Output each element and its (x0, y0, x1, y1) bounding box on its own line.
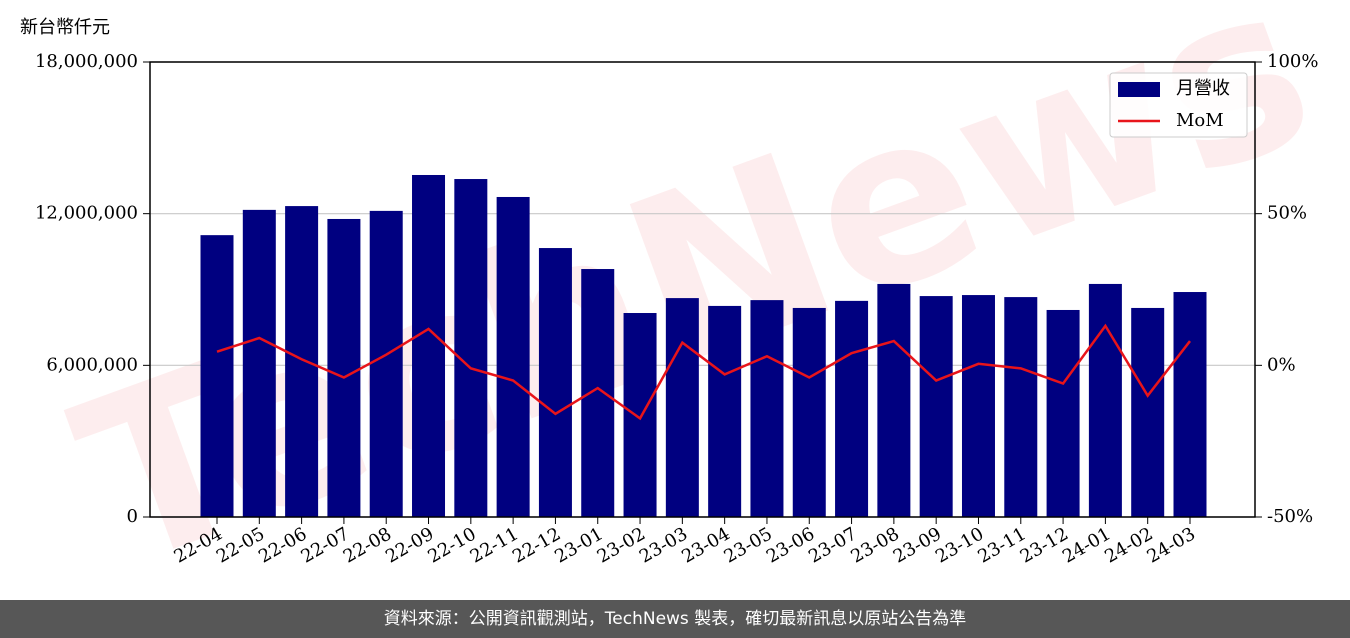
bar (750, 300, 784, 517)
plot-frame (149, 61, 1256, 518)
y-tick-label: 18,000,000 (35, 51, 138, 72)
bar (242, 209, 276, 517)
bar (496, 196, 530, 517)
y-tick-label: 6,000,000 (46, 354, 138, 375)
bar (1046, 309, 1080, 517)
bar (412, 174, 446, 517)
bar (200, 235, 234, 517)
bar (327, 218, 361, 517)
bar (877, 283, 911, 517)
x-tick-label: 24-03 (1144, 523, 1199, 567)
y2-tick-label: 0% (1267, 354, 1296, 375)
y2-tick-label: 100% (1267, 51, 1318, 72)
bar (961, 295, 995, 517)
bar (369, 210, 403, 517)
bar (454, 179, 488, 517)
bar (1173, 292, 1207, 517)
y-tick-label: 0 (127, 506, 138, 527)
y-axis-unit: 新台幣仟元 (20, 17, 110, 38)
footer: 資料來源：公開資訊觀測站，TechNews 製表，確切最新訊息以原站公告為準 (0, 600, 1350, 638)
bar (792, 307, 826, 517)
bar (538, 248, 572, 518)
line (216, 323, 1191, 421)
bar (1004, 297, 1038, 517)
legend-swatch (1118, 82, 1160, 97)
y2-tick-label: 50% (1267, 203, 1307, 224)
bar (581, 269, 615, 517)
bar (665, 298, 699, 517)
y2-tick-label: -50% (1267, 506, 1313, 527)
chart: 新台幣仟元 TechNews 06,000,00012,000,00018,00… (20, 0, 1342, 600)
bar (708, 305, 742, 517)
bar (285, 206, 319, 518)
bar (919, 296, 953, 517)
bar (1131, 307, 1165, 517)
y-tick-label: 12,000,000 (35, 203, 138, 224)
legend-label: MoM (1176, 110, 1224, 131)
bar (835, 300, 869, 517)
bar (1088, 283, 1122, 517)
legend-label: 月營收 (1176, 78, 1230, 99)
bar (623, 313, 657, 517)
